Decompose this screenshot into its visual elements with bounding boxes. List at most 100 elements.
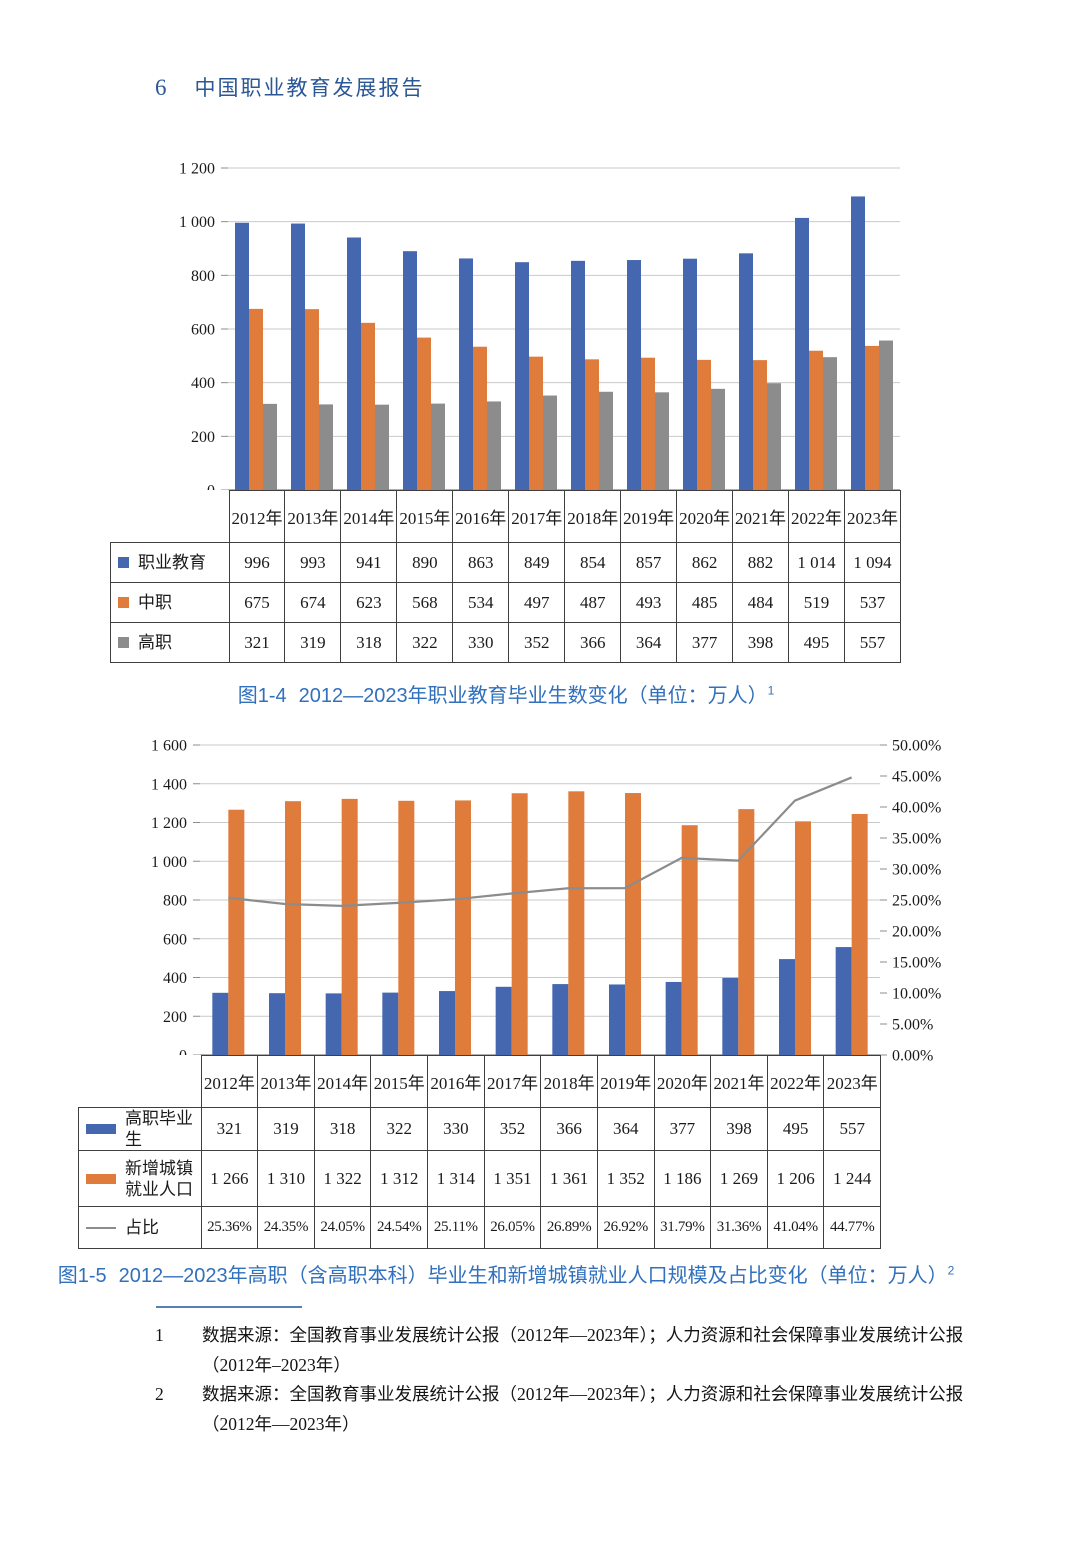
value-cell: 1 094	[843, 542, 902, 583]
legend-label: 职业教育	[138, 553, 206, 572]
y-axis-right-label: 0.00%	[892, 1048, 933, 1065]
figure2-caption: 图1-5 2012—2023年高职（含高职本科）毕业生和新增城镇就业人口规模及占比…	[0, 1259, 1012, 1288]
value-cell: 1 352	[596, 1150, 655, 1207]
legend-label: 占比	[125, 1218, 159, 1237]
legend-label: 高职毕业生	[125, 1109, 193, 1149]
bar	[263, 403, 277, 490]
bar	[851, 813, 868, 1055]
footnotes: 1 数据来源：全国教育事业发展统计公报（2012年—2023年）；人力资源和社会…	[155, 1321, 970, 1439]
year-header-cell: 2015年	[396, 490, 454, 543]
bar	[627, 260, 641, 490]
bar	[341, 798, 358, 1055]
year-header-cell: 2015年	[370, 1055, 428, 1108]
year-header-cell: 2012年	[228, 490, 286, 543]
bar	[305, 309, 319, 490]
value-cell: 675	[228, 582, 286, 623]
footnote-2-number: 2	[155, 1384, 164, 1404]
legend-square-swatch	[118, 597, 129, 608]
value-cell: 398	[710, 1107, 768, 1151]
value-cell: 319	[257, 1107, 315, 1151]
legend-bar-swatch	[86, 1173, 116, 1184]
value-cell: 1 312	[370, 1150, 428, 1207]
gridlines	[200, 744, 880, 1017]
page-header: 6 中国职业教育发展报告	[155, 72, 425, 102]
bar	[568, 791, 585, 1055]
page-title: 中国职业教育发展报告	[194, 76, 425, 100]
bar	[439, 991, 455, 1055]
year-header-row: 2012年 2013年 2014年 2015年 2016年 2017年 2018年 2019年…	[111, 490, 902, 543]
value-cell: 24.35%	[257, 1206, 315, 1249]
bar	[291, 223, 305, 491]
y-axis-right-label: 45.00%	[892, 769, 941, 786]
year-header-cell: 2020年	[676, 490, 734, 543]
legend-cell: 高职毕业生	[78, 1107, 202, 1151]
value-cell: 24.54%	[370, 1206, 428, 1249]
value-cell: 497	[508, 582, 566, 623]
legend-cell: 中职	[110, 582, 230, 623]
table-corner-cell	[111, 491, 230, 543]
value-cell: 863	[452, 542, 510, 583]
bar	[382, 992, 399, 1055]
bar	[228, 809, 245, 1055]
y-axis-right-label: 20.00%	[892, 924, 941, 941]
bar	[403, 251, 417, 490]
bar	[417, 337, 431, 490]
bar	[552, 984, 569, 1055]
value-cell: 1 014	[788, 542, 845, 583]
value-cell: 318	[313, 1107, 372, 1151]
bar	[473, 346, 487, 490]
year-header-cell: 2014年	[340, 490, 398, 543]
bar	[398, 800, 415, 1055]
value-cell: 25.36%	[200, 1206, 259, 1249]
legend-cell: 职业教育	[110, 542, 230, 583]
footnote-1-text: 数据来源：全国教育事业发展统计公报（2012年—2023年）；人力资源和社会保障…	[202, 1325, 964, 1375]
legend-square-swatch	[118, 637, 129, 648]
bar	[681, 825, 698, 1055]
y-axis-right-label: 40.00%	[892, 800, 941, 817]
value-cell: 495	[766, 1107, 825, 1151]
y-axis-left-label: 1 200	[179, 161, 215, 178]
year-header-cell: 2022年	[788, 490, 845, 543]
bar	[347, 237, 361, 490]
value-cell: 1 351	[483, 1150, 542, 1207]
figure1-caption-prefix: 图1-4	[237, 685, 287, 707]
value-cell: 854	[564, 542, 622, 583]
value-cell: 31.36%	[710, 1206, 768, 1249]
year-header-cell: 2019年	[620, 490, 678, 543]
value-cell: 485	[676, 582, 734, 623]
figure2-data-table: 2012年 2013年 2014年 2015年 2016年 2017年 2018年 2019年…	[78, 1055, 881, 1249]
value-cell: 26.92%	[596, 1206, 655, 1249]
y-axis-right-label: 5.00%	[892, 1017, 933, 1034]
bar	[375, 404, 389, 490]
y-axis-right-label: 15.00%	[892, 955, 941, 972]
bar	[625, 793, 641, 1055]
bar	[455, 800, 471, 1055]
bar-series-0	[212, 947, 852, 1055]
y-axis-right-label: 50.00%	[892, 738, 941, 755]
value-cell: 1 310	[257, 1150, 315, 1207]
value-cell: 1 244	[823, 1150, 881, 1207]
figure1-caption-footnote-ref: 1	[767, 683, 775, 698]
bar	[495, 986, 512, 1055]
footnote-2-text: 数据来源：全国教育事业发展统计公报（2012年—2023年）；人力资源和社会保障…	[202, 1384, 964, 1434]
year-header-cell: 2016年	[427, 1055, 485, 1108]
year-header-cell: 2018年	[564, 490, 622, 543]
value-cell: 364	[620, 622, 678, 663]
footnote-1: 1 数据来源：全国教育事业发展统计公报（2012年—2023年）；人力资源和社会…	[155, 1321, 970, 1380]
bar	[795, 821, 811, 1055]
bar-series-0	[235, 196, 865, 491]
value-cell: 568	[396, 582, 454, 623]
legend-line-swatch	[86, 1226, 116, 1229]
y-axis-right-label: 10.00%	[892, 986, 941, 1003]
value-cell: 557	[843, 622, 902, 663]
table-row: 高职 321 319 318 322 330 352 366 364 377 398 495 557	[110, 622, 902, 663]
page-number: 6	[155, 75, 167, 100]
bar	[585, 359, 599, 490]
bar	[212, 992, 229, 1055]
value-cell: 364	[596, 1107, 655, 1151]
year-header-cell: 2021年	[732, 490, 790, 543]
